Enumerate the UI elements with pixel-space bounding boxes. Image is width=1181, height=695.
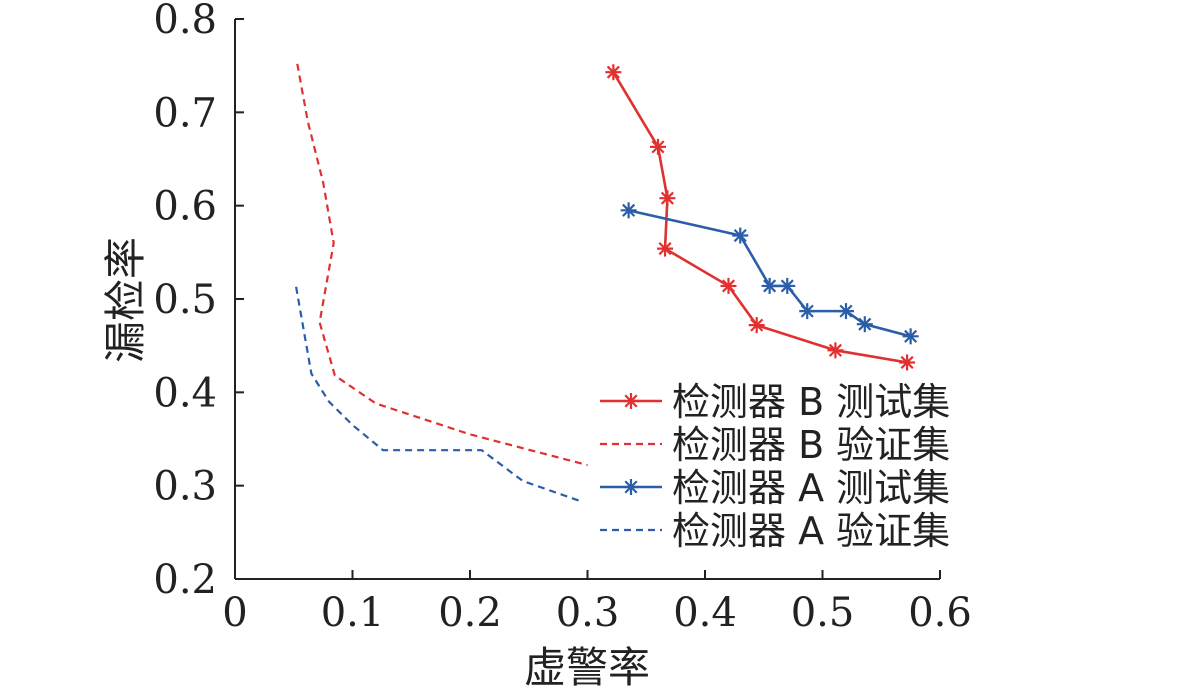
data-point-marker — [732, 227, 749, 244]
data-point-marker — [838, 303, 854, 320]
data-point-marker — [779, 277, 796, 294]
marker-stroke — [660, 191, 674, 205]
data-point-marker — [856, 316, 873, 333]
y-tick-label: 0.3 — [153, 464, 217, 510]
x-tick-label: 0.1 — [321, 590, 385, 636]
data-point-marker — [761, 277, 778, 294]
series-line-2 — [628, 209, 911, 338]
legend-label-3: 检测器 A 验证集 — [672, 509, 950, 553]
y-tick-label: 0.6 — [153, 184, 217, 230]
marker-stroke — [828, 343, 842, 357]
data-point-marker — [799, 303, 816, 320]
marker-stroke — [904, 329, 918, 343]
marker-stroke — [733, 228, 747, 243]
data-point-marker — [620, 202, 637, 219]
legend-label-0: 检测器 B 测试集 — [672, 380, 950, 424]
legend-label-1: 检测器 B 验证集 — [672, 423, 950, 467]
data-point-marker — [659, 190, 676, 207]
series-line-1 — [296, 63, 588, 467]
marker-stroke — [858, 317, 872, 331]
series-layer — [295, 63, 919, 503]
legend-marker-0 — [623, 393, 639, 409]
y-tick-label: 0.2 — [153, 557, 217, 603]
series-line-0 — [612, 71, 908, 364]
data-point-marker — [902, 328, 919, 345]
y-axis-title: 漏检率 — [101, 237, 150, 363]
data-point-marker — [827, 342, 844, 359]
data-point-marker — [720, 277, 737, 294]
marker-stroke — [721, 279, 736, 293]
marker-stroke — [839, 304, 853, 318]
x-tick-label: 0.6 — [908, 590, 972, 636]
marker-stroke — [750, 318, 764, 332]
x-axis-title: 虚警率 — [524, 643, 650, 692]
marker-stroke — [651, 140, 665, 154]
marker-stroke — [658, 242, 672, 256]
data-point-marker — [748, 317, 765, 334]
marker-stroke — [624, 394, 638, 408]
y-tick-label: 0.8 — [153, 0, 217, 43]
marker-stroke — [606, 65, 620, 79]
y-tick-label: 0.5 — [153, 277, 217, 323]
marker-stroke — [622, 203, 636, 217]
x-tick-label: 0.3 — [556, 590, 620, 636]
marker-stroke — [763, 279, 777, 293]
x-tick-label: 0.4 — [673, 590, 737, 636]
x-tick-label: 0.2 — [438, 590, 502, 636]
legend-marker-2 — [623, 479, 639, 495]
data-point-marker — [605, 64, 622, 81]
marker-stroke — [800, 304, 814, 318]
x-tick-label: 0 — [222, 590, 247, 636]
data-point-marker — [657, 240, 674, 257]
marker-stroke — [624, 480, 638, 494]
data-point-marker — [899, 354, 916, 371]
series-line-3 — [295, 286, 582, 503]
y-tick-label: 0.4 — [153, 370, 217, 416]
x-tick-label: 0.5 — [791, 590, 855, 636]
axes: 0 0.1 0.2 0.3 0.4 0.5 0.6 0.2 0.3 0.4 0.5 0.6 0.7 0.8 — [153, 0, 971, 636]
legend-label-2: 检测器 A 测试集 — [672, 466, 950, 510]
y-tick-label: 0.7 — [153, 90, 217, 136]
marker-stroke — [780, 279, 794, 293]
data-point-marker — [650, 138, 666, 155]
marker-stroke — [900, 355, 914, 370]
